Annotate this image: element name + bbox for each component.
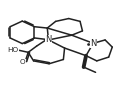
Text: N: N bbox=[45, 35, 52, 44]
Text: N: N bbox=[90, 39, 96, 48]
Text: O: O bbox=[20, 59, 26, 65]
Text: HO: HO bbox=[8, 47, 19, 53]
